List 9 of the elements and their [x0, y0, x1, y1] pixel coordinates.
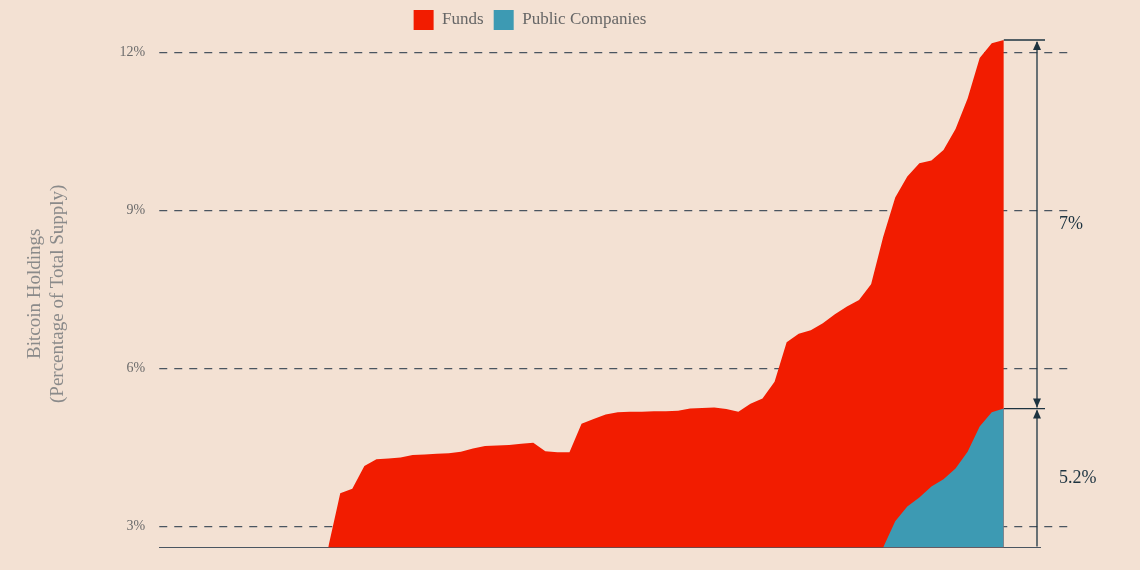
y-tick-label: 9% — [126, 202, 146, 218]
legend-label: Funds — [442, 9, 484, 29]
text: 5.2% — [1059, 466, 1097, 487]
y-tick-label: 6% — [126, 360, 146, 376]
text: 7% — [1059, 213, 1083, 234]
legend-label: Public Companies — [522, 9, 647, 29]
y-axis-title: Bitcoin Holdings (Percentage of Total Supply) — [23, 184, 69, 403]
y-tick-label: 3% — [126, 518, 146, 534]
y-tick-label: 12% — [119, 44, 146, 60]
